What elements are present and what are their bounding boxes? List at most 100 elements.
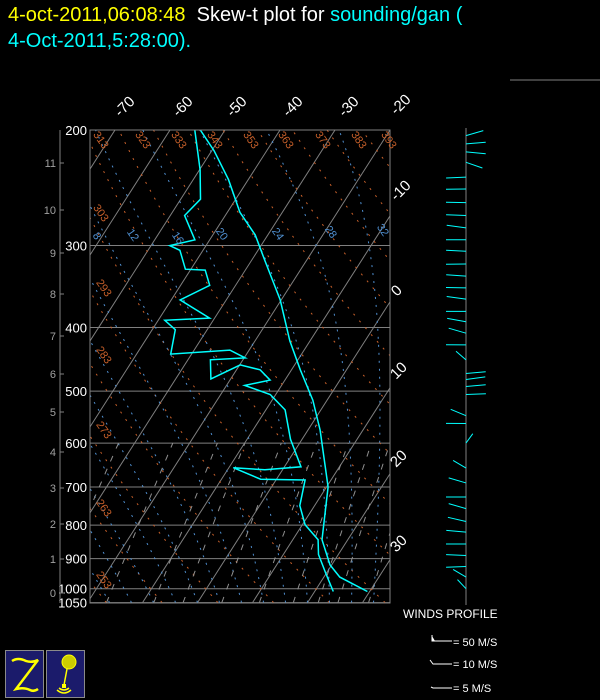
wind-barb [446,274,467,277]
dry-adiabat-label: 383 [348,129,368,151]
wind-barb [455,350,467,361]
isotherm [252,386,390,603]
dry-adiabat [90,362,274,603]
wind-barb [446,554,467,556]
dry-adiabat [257,130,390,309]
isotherm [418,130,600,603]
moist-adiabat [338,130,381,603]
dry-adiabat [118,130,390,505]
dry-adiabat [90,216,386,603]
dry-adiabat-label: 333 [168,129,188,151]
mixing-ratio-line [221,442,282,603]
height-tick-label: 4 [50,447,56,459]
title-source: sounding/gan ( [330,4,463,26]
dry-adiabat [291,130,390,262]
wind-profile [445,128,486,605]
wind-barb [448,477,467,484]
isotherm [90,130,336,514]
dry-adiabat [90,434,219,603]
dry-adiabat-label: 343 [204,129,224,151]
dry-adiabat-label: 373 [312,129,332,151]
height-tick-label: 6 [50,369,56,381]
pressure-tick-label: 1050 [58,596,87,611]
wind-legend: WINDS PROFILE = 50 M/S = 10 M/S = 5 M/S [403,607,498,695]
wind-barb [450,408,467,417]
wind-barb [452,459,467,469]
legend-title: WINDS PROFILE [403,607,498,621]
wind-barb [446,529,467,533]
mixing-ratio-line [317,442,373,603]
height-tick-label: 1 [50,554,56,566]
isotherm [142,215,390,603]
wind-barb [447,317,467,323]
mixing-ratio-line [258,442,317,603]
dry-adiabat-label: 303 [90,202,110,224]
mixing-ratio-line [106,442,174,603]
wind-barb [465,130,484,137]
temperature-tick-label: 0 [388,282,406,300]
height-tick-label: 10 [44,205,56,217]
z-letter-logo[interactable] [5,650,44,698]
isotherm [90,130,226,342]
wind-barb [446,249,467,252]
temperature-tick-label: -60 [169,93,196,120]
legend-label-10: = 10 M/S [453,659,497,671]
dry-adiabat-label: 283 [93,344,113,366]
dry-adiabat [222,130,390,357]
height-tick-label: 0 [50,588,56,600]
moist-adiabat [142,130,308,603]
isotherm [90,130,281,428]
pressure-tick-label: 500 [65,384,87,399]
legend-barb-50 [431,635,452,642]
dry-adiabat-label: 273 [93,419,113,441]
pressure-tick-label: 900 [65,552,87,567]
title-sounding-time: 4-Oct-2011,5:28:00). [8,30,192,52]
height-tick-label: 9 [50,248,56,260]
wind-barb [465,384,486,388]
mixing-ratio-line [337,442,390,603]
wind-barb [446,565,467,568]
moist-adiabat-label: 32 [374,222,391,239]
legend-label-5: = 5 M/S [453,683,491,695]
wind-barb [448,503,467,510]
wind-barb [446,296,467,300]
temperature-tick-label: -50 [223,93,250,120]
pressure-tick-label: 700 [65,480,87,495]
dry-adiabat [90,290,330,603]
wind-barb [465,433,474,444]
dry-adiabat-label: 263 [93,497,113,519]
pressure-tick-label: 200 [65,123,87,138]
height-tick-label: 7 [50,331,56,343]
mixing-ratio-line [182,442,246,603]
height-tick-label: 5 [50,407,56,419]
moist-adiabat [90,204,264,603]
dry-adiabat-label: 293 [93,277,113,299]
wind-barb [446,224,467,229]
wind-barb [446,176,467,179]
z-logo-icon [11,657,39,693]
isotherm [197,300,390,603]
moist-adiabat-label: 28 [322,224,339,241]
height-tick-label: 8 [50,289,56,301]
weather-balloon-logo[interactable] [46,650,85,698]
title-datetime: 4-oct-2011,06:08:48 [8,4,186,26]
wind-barb [452,568,467,578]
pressure-tick-label: 1000 [58,582,87,597]
moist-adiabat [90,394,198,603]
temperature-tick-label: -40 [279,93,306,120]
wind-barb [465,161,483,169]
wind-barb [465,141,486,145]
height-tick-label: 3 [50,483,56,495]
isotherm [90,130,171,256]
moist-adiabat-label: 24 [269,226,286,243]
dry-adiabat-label: 353 [240,129,260,151]
profiles [162,130,368,593]
chart-title: 4-oct-2011,06:08:48 Skew-t plot for soun… [8,2,462,54]
isotherm [307,472,390,603]
isotherm [0,130,5,603]
dry-adiabat-label: 323 [132,129,152,151]
moist-adiabat [94,130,286,603]
wind-barb [465,376,486,381]
moist-adiabat [266,130,353,603]
